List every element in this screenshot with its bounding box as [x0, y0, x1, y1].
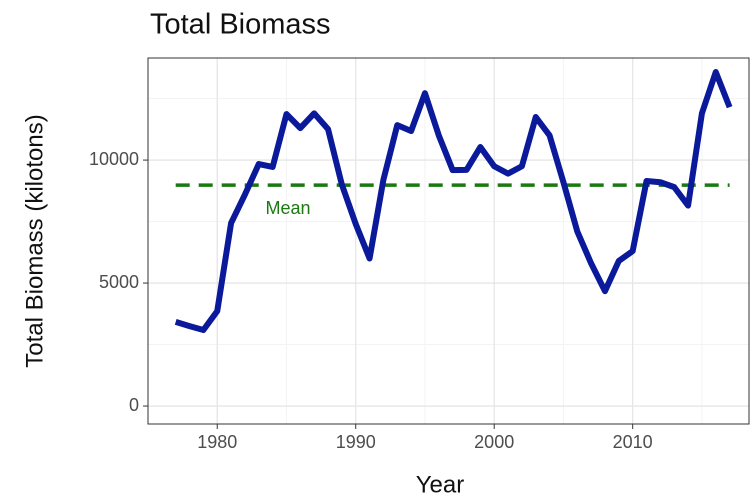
y-tick-label: 5000: [99, 272, 139, 292]
chart-title: Total Biomass: [150, 9, 331, 41]
x-axis-label: Year: [416, 471, 465, 498]
plot-border: [147, 57, 750, 425]
x-tick-label: 2000: [474, 432, 514, 452]
y-axis-label: Total Biomass (kilotons): [21, 114, 48, 367]
mean-label: Mean: [265, 198, 310, 218]
x-tick-label: 1980: [197, 432, 237, 452]
data-line: [174, 69, 733, 334]
x-tick-label: 2010: [613, 432, 653, 452]
y-tick-label: 0: [129, 395, 139, 415]
x-tick-label: 1990: [336, 432, 376, 452]
y-tick-label: 10000: [89, 149, 139, 169]
